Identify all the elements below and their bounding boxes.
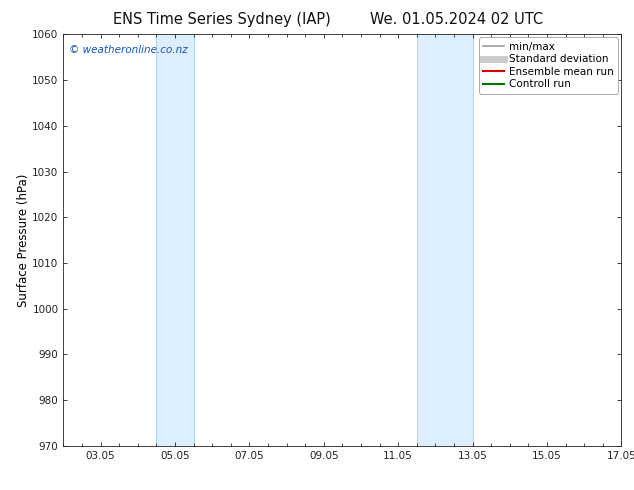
Bar [157, 34, 193, 446]
Legend: min/max, Standard deviation, Ensemble mean run, Controll run: min/max, Standard deviation, Ensemble me… [479, 37, 618, 94]
Text: We. 01.05.2024 02 UTC: We. 01.05.2024 02 UTC [370, 12, 543, 27]
Y-axis label: Surface Pressure (hPa): Surface Pressure (hPa) [16, 173, 30, 307]
Text: ENS Time Series Sydney (IAP): ENS Time Series Sydney (IAP) [113, 12, 331, 27]
Bar [417, 34, 472, 446]
Text: © weatheronline.co.nz: © weatheronline.co.nz [69, 45, 188, 54]
